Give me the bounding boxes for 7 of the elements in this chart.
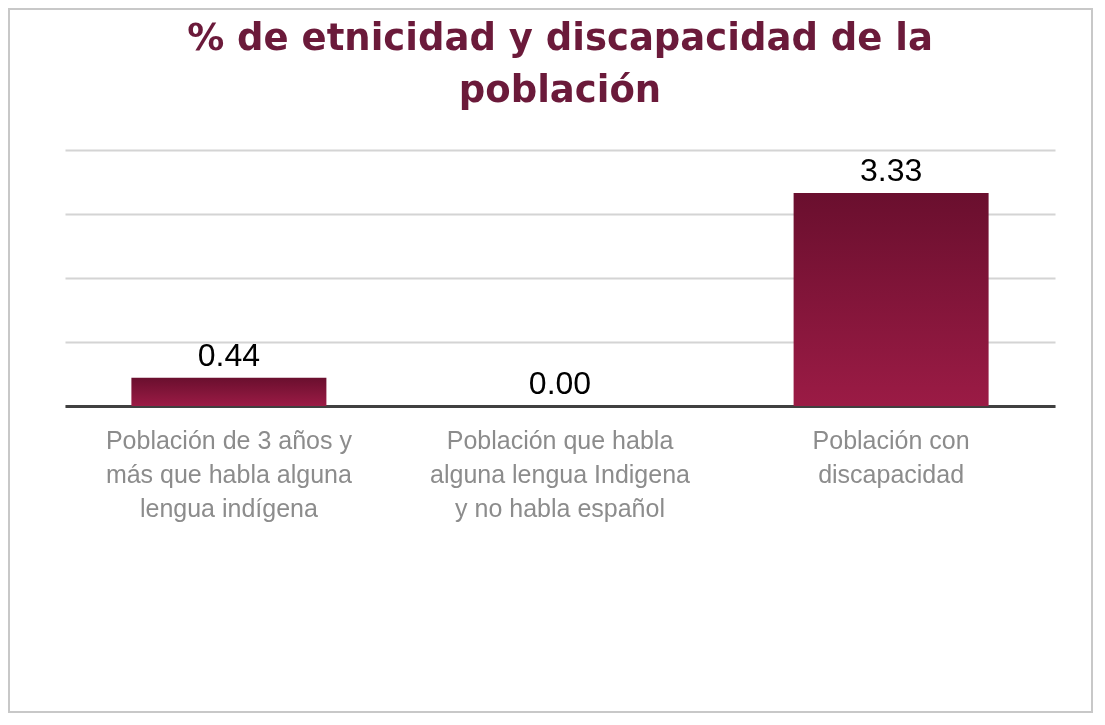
data-label: 3.33	[859, 151, 923, 188]
x-tick-label: Población que habla alguna lengua Indigena y no habla español	[430, 425, 691, 522]
x-tick-label: Población con discapacidad	[812, 425, 970, 488]
data-label: 0.00	[528, 365, 592, 401]
chart-title: % de etnicidad y discapacidad de la población	[187, 16, 933, 111]
data-label: 0.44	[197, 336, 261, 373]
x-tick-label: Población de 3 años y más que habla alguna lengua indígena	[105, 425, 353, 522]
